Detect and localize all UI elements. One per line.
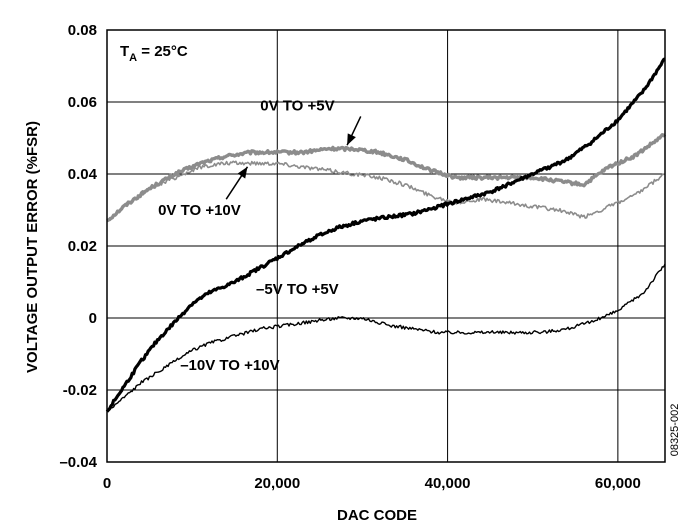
series-line [105,57,666,413]
series-line [106,263,666,413]
x-tick-label: 60,000 [595,475,641,492]
annotations: 0V TO +5V 0V TO +10V –5V TO +5V –10V TO +10… [158,98,362,374]
series-annotation: 0V TO +10V [158,202,241,219]
temperature-label: TA = 25°C [120,43,188,64]
temperature-label-rest: = 25°C [137,43,188,60]
temperature-label-sub: A [129,52,137,64]
y-tick-label: 0.08 [68,22,97,39]
y-axis-title: VOLTAGE OUTPUT ERROR (%FSR) [24,121,41,373]
series-layer [105,57,667,413]
series-line [106,160,666,222]
y-tick-label: 0 [89,310,97,327]
figure-id: 08325-002 [669,404,681,457]
x-tick-label: 40,000 [425,475,471,492]
tick-labels: –0.04 -0.02 0 0.02 0.04 0.06 0.08 0 20,000 40,000… [59,22,640,492]
series-line [106,133,667,223]
y-tick-label: 0.04 [68,166,98,183]
x-tick-label: 0 [103,475,111,492]
annotation-arrow-head [237,166,248,179]
x-tick-label: 20,000 [254,475,300,492]
y-tick-label: 0.06 [68,94,97,111]
temperature-label-main: T [120,43,129,60]
plot-frame [106,29,666,463]
series-annotation: –5V TO +5V [256,281,339,298]
y-tick-label: 0.02 [68,238,97,255]
series-annotation: –10V TO +10V [180,357,279,374]
grid [106,29,665,463]
annotation-arrow-head [347,133,356,146]
y-tick-label: -0.02 [63,382,97,399]
series-annotation: 0V TO +5V [260,98,334,115]
y-tick-label: –0.04 [59,454,97,471]
x-axis-title: DAC CODE [337,507,417,524]
